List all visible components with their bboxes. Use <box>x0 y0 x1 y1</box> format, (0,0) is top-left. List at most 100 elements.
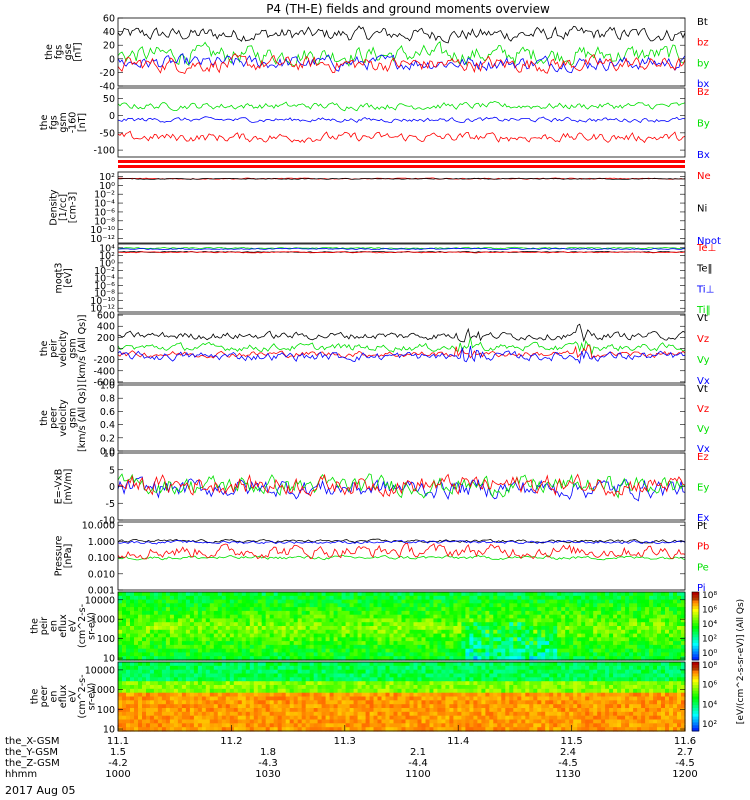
spectrogram-cell <box>245 673 251 678</box>
spectrogram-cell <box>421 673 427 678</box>
spectrogram-cell <box>345 652 351 657</box>
spectrogram-cell <box>445 727 450 732</box>
spectrogram-cell <box>433 633 438 638</box>
spectrogram-cell <box>130 592 135 597</box>
spectrogram-cell <box>373 662 379 667</box>
spectrogram-cell <box>409 610 415 616</box>
spectrogram-cell <box>193 708 199 713</box>
spectrogram-cell <box>130 692 135 698</box>
spectrogram-cell <box>473 607 478 612</box>
spectrogram-cell <box>273 629 279 635</box>
spectrogram-cell <box>177 669 183 675</box>
spectrogram-cell <box>517 610 522 616</box>
spectrogram-cell <box>505 599 510 604</box>
spectrogram-cell <box>493 592 498 597</box>
spectrogram-cell <box>177 607 183 612</box>
spectrogram-cell <box>225 644 231 650</box>
spectrogram-cell <box>329 610 335 616</box>
spectrogram-cell <box>365 719 371 724</box>
spectrogram-cell <box>253 622 259 627</box>
spectrogram-cell <box>469 723 474 728</box>
spectrogram-cell <box>205 715 211 721</box>
spectrogram-cell <box>485 626 490 631</box>
spectrogram-cell <box>177 692 183 698</box>
spectrogram-cell <box>153 626 159 631</box>
spectrogram-cell <box>221 688 227 694</box>
spectrogram-cell <box>601 603 606 608</box>
spectrogram-cell <box>661 622 666 627</box>
spectrogram-cell <box>157 681 163 686</box>
spectrogram-cell <box>265 610 271 616</box>
spectrogram-cell <box>389 688 395 694</box>
spectrogram-cell <box>293 614 299 620</box>
spectrogram-cell <box>469 626 474 631</box>
spectrogram-cell <box>197 629 203 635</box>
spectrogram-cell <box>142 595 147 601</box>
spectrogram-cell <box>541 637 546 642</box>
spectrogram-cell <box>213 696 219 701</box>
spectrogram-cell <box>193 700 199 705</box>
spectrogram-cell <box>497 618 502 623</box>
spectrogram-cell <box>585 622 590 627</box>
spectrogram-cell <box>633 648 638 654</box>
spectrogram-cell <box>429 692 435 698</box>
spectrogram-cell <box>305 696 311 701</box>
spectrogram-cell <box>513 669 518 675</box>
spectrogram-cell <box>553 708 558 713</box>
spectrogram-cell <box>437 622 442 627</box>
spectrogram-cell <box>645 599 650 604</box>
spectrogram-cell <box>369 681 375 686</box>
spectrogram-cell <box>357 719 363 724</box>
spectrogram-cell <box>549 673 554 678</box>
spectrogram-cell <box>281 685 287 690</box>
spectrogram-cell <box>377 618 383 623</box>
y-tick-label: 10⁻² <box>94 190 115 201</box>
spectrogram-cell <box>245 704 251 709</box>
spectrogram-cell <box>493 677 498 682</box>
spectrogram-cell <box>405 711 411 717</box>
spectrogram-cell <box>537 626 542 631</box>
spectrogram-cell <box>257 641 263 646</box>
spectrogram-cell <box>401 692 407 698</box>
spectrogram-cell <box>169 626 175 631</box>
spectrogram-cell <box>393 610 399 616</box>
spectrogram-cell <box>469 715 474 721</box>
spectrogram-cell <box>385 603 391 608</box>
spectrogram-cell <box>201 652 207 657</box>
spectrogram-cell <box>173 618 179 623</box>
spectrogram-cell <box>305 692 311 698</box>
spectrogram-cell <box>469 629 474 635</box>
spectrogram-cell <box>325 692 331 698</box>
spectrogram-cell <box>193 681 199 686</box>
spectrogram-cell <box>385 723 391 728</box>
spectrogram-cell <box>369 599 375 604</box>
spectrogram-cell <box>409 704 415 709</box>
spectrogram-cell <box>269 644 275 650</box>
spectrogram-cell <box>130 665 135 671</box>
spectrogram-cell <box>177 681 183 686</box>
spectrogram-cell <box>441 681 446 686</box>
y-axis-label-line: peer <box>49 407 60 429</box>
spectrogram-cell <box>118 641 123 646</box>
spectrogram-cell <box>301 692 307 698</box>
series-line-Pe <box>117 554 686 561</box>
spectrogram-cell <box>197 626 203 631</box>
spectrogram-cell <box>134 685 139 690</box>
spectrogram-cell <box>489 662 494 667</box>
spectrogram-cell <box>613 648 618 654</box>
spectrogram-cell <box>501 637 506 642</box>
spectrogram-cell <box>645 656 650 661</box>
spectrogram-cell <box>525 669 530 675</box>
spectrogram-cell <box>193 626 199 631</box>
spectrogram-cell <box>445 644 450 650</box>
spectrogram-cell <box>581 708 586 713</box>
spectrogram-cell <box>545 704 550 709</box>
spectrogram-cell <box>126 688 131 694</box>
spectrogram-cell <box>425 692 431 698</box>
spectrogram-cell <box>293 673 299 678</box>
spectrogram-cell <box>233 633 239 638</box>
spectrogram-cell <box>357 656 363 661</box>
spectrogram-cell <box>181 700 187 705</box>
spectrogram-cell <box>309 595 315 601</box>
spectrogram-cell <box>645 641 650 646</box>
